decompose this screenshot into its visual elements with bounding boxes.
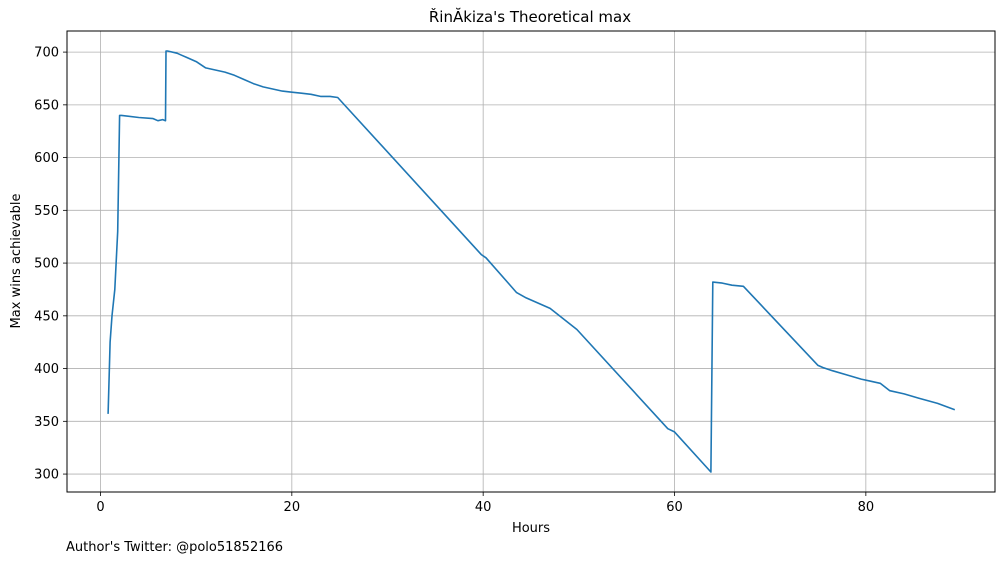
- y-tick-label: 450: [34, 309, 59, 324]
- y-axis-title: Max wins achievable: [9, 194, 24, 329]
- y-tick-label: 350: [34, 415, 59, 430]
- y-tick-label: 400: [34, 362, 59, 377]
- series-line: [107, 50, 956, 473]
- x-tick-label: 20: [284, 500, 301, 515]
- y-tick-label: 650: [34, 98, 59, 113]
- x-tick-label: 0: [96, 500, 104, 515]
- x-axis-title: Hours: [512, 521, 550, 536]
- author-credit: Author's Twitter: @polo51852166: [66, 540, 283, 555]
- plot-frame: [66, 30, 996, 493]
- y-tick-label: 700: [34, 46, 59, 61]
- y-tick-label: 500: [34, 257, 59, 272]
- x-tick-label: 60: [666, 500, 683, 515]
- x-tick-label: 80: [858, 500, 875, 515]
- x-tick-label: 40: [475, 500, 492, 515]
- y-tick-label: 600: [34, 151, 59, 166]
- series-layer: [107, 50, 956, 473]
- x-axis: 0 20 40 60 80: [96, 492, 874, 515]
- grid-lines: [67, 31, 995, 492]
- y-axis: 300 350 400 450 500 550 600 650 700: [34, 46, 67, 483]
- y-tick-label: 550: [34, 204, 59, 219]
- chart-title: ŘinĂkiza's Theoretical max: [429, 7, 631, 26]
- y-tick-label: 300: [34, 468, 59, 483]
